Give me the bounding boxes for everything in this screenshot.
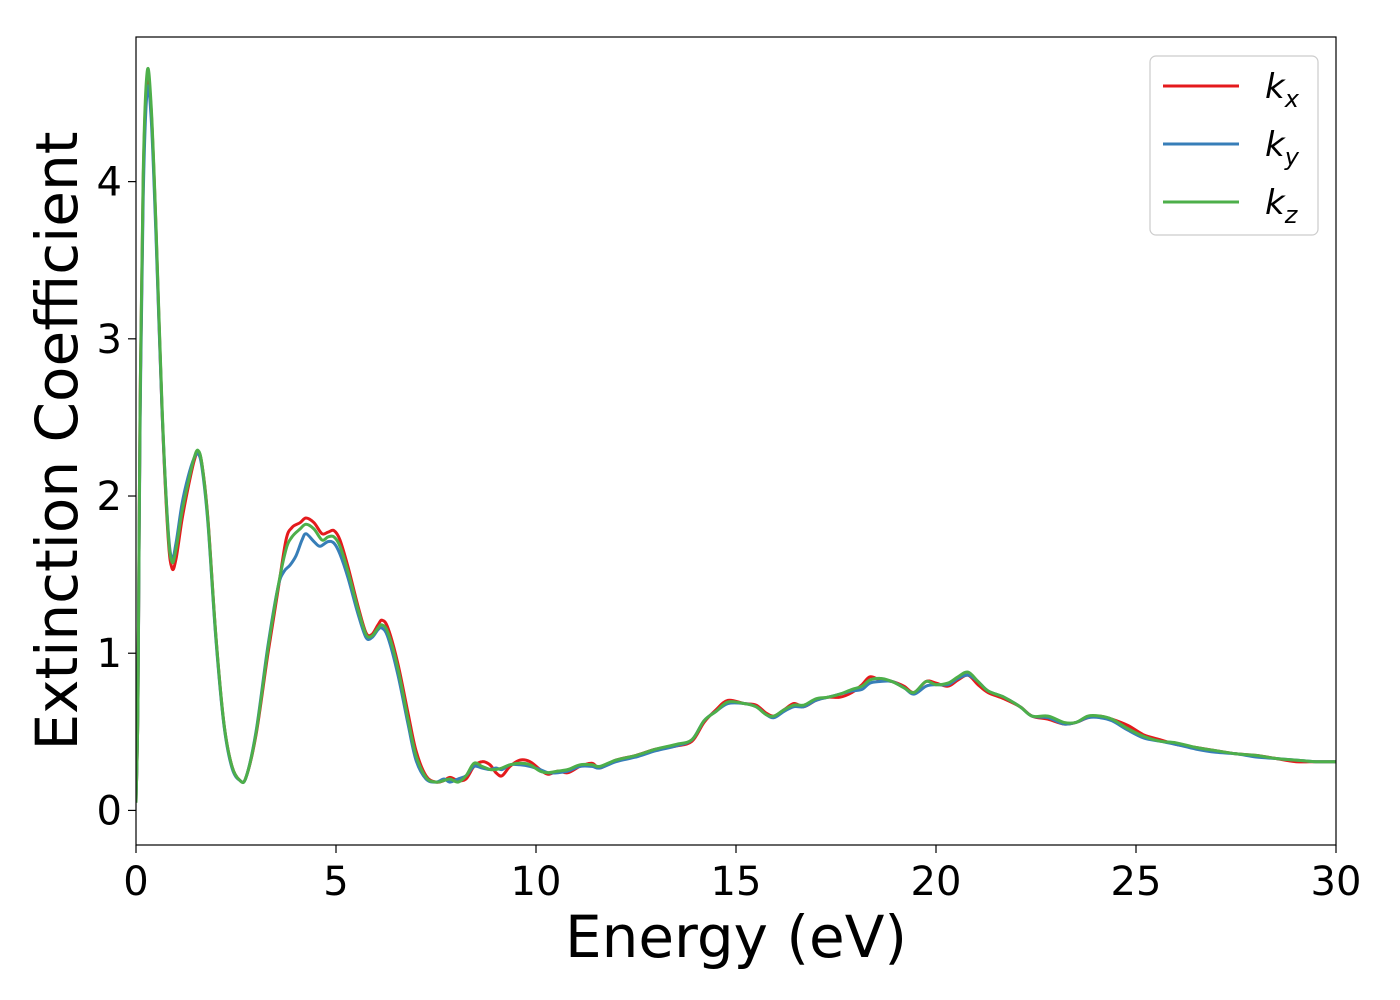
series-line-kz xyxy=(136,67,1336,803)
x-tick-label: 25 xyxy=(1111,859,1162,905)
x-tick-label: 0 xyxy=(123,859,148,905)
y-axis-ticks: 0 1 2 3 4 xyxy=(97,160,136,834)
x-axis-ticks: 0 5 10 15 20 25 30 xyxy=(123,845,1361,905)
series-lines xyxy=(136,67,1336,803)
legend-item-kx: kx xyxy=(1163,67,1300,113)
y-tick-label: 4 xyxy=(97,160,122,206)
legend-label: ky xyxy=(1265,125,1300,171)
legend-label-subscript: x xyxy=(1284,85,1300,113)
legend-label-subscript: z xyxy=(1284,201,1299,229)
legend-label-base: k xyxy=(1265,183,1286,223)
y-axis-label: Extinction Coefficient xyxy=(23,132,91,751)
legend-item-ky: ky xyxy=(1163,125,1300,171)
x-axis-label: Energy (eV) xyxy=(565,903,907,971)
x-tick-label: 30 xyxy=(1311,859,1362,905)
x-tick-label: 15 xyxy=(711,859,762,905)
y-tick-label: 1 xyxy=(97,631,122,677)
x-tick-label: 5 xyxy=(323,859,348,905)
legend-label: kz xyxy=(1265,183,1299,229)
y-tick-label: 3 xyxy=(97,317,122,363)
x-tick-label: 10 xyxy=(511,859,562,905)
legend-label-base: k xyxy=(1265,67,1286,107)
legend-label-subscript: y xyxy=(1284,143,1300,171)
legend-label: kx xyxy=(1265,67,1300,113)
legend-item-kz: kz xyxy=(1163,183,1299,229)
x-tick-label: 20 xyxy=(911,859,962,905)
y-tick-label: 0 xyxy=(97,788,122,834)
y-tick-label: 2 xyxy=(97,474,122,520)
legend-label-base: k xyxy=(1265,125,1286,165)
